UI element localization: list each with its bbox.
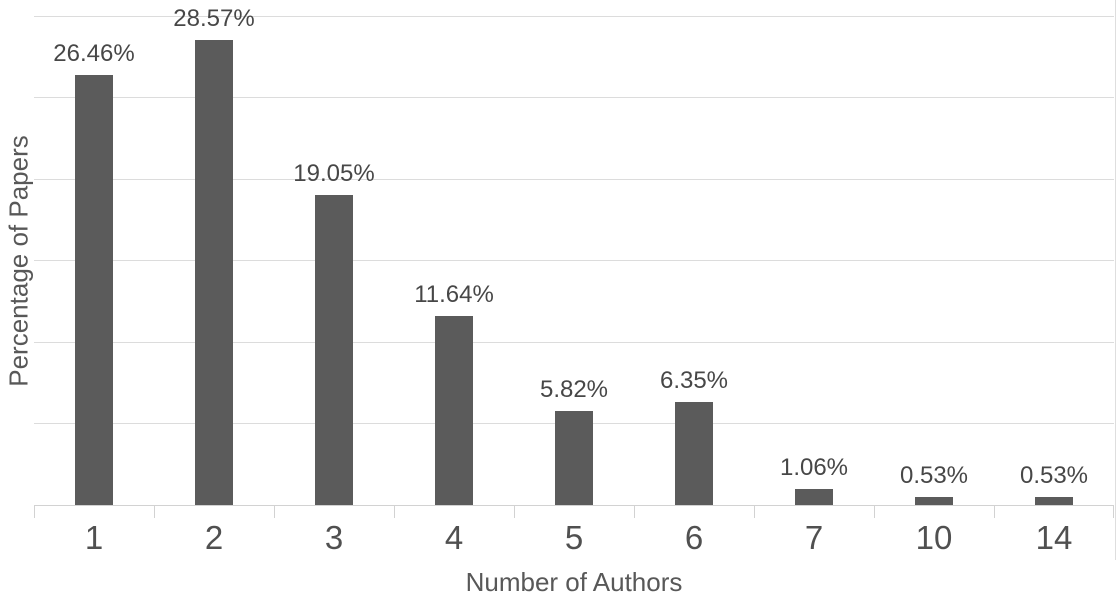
gridline: [34, 179, 1114, 180]
bar: [1035, 497, 1073, 506]
gridline: [34, 342, 1114, 343]
bar: [435, 316, 473, 506]
bar: [75, 75, 113, 506]
x-axis-tick: [1113, 506, 1114, 518]
x-tick-label: 5: [564, 519, 584, 556]
gridline: [34, 97, 1114, 98]
bar-value-label: 28.57%: [173, 5, 255, 32]
bar: [675, 402, 713, 506]
gridline: [34, 16, 1114, 17]
x-axis-line: [34, 505, 1114, 506]
y-axis-title: Percentage of Papers: [3, 135, 34, 387]
plot-area: 26.46% 28.57% 19.05% 11.64% 5.82% 6.35% 1.06% 0…: [34, 0, 1114, 518]
bar-value-label: 5.82%: [539, 376, 609, 403]
x-axis-tick: [514, 506, 515, 518]
x-axis-tick: [874, 506, 875, 518]
bar-value-label: 0.53%: [899, 462, 969, 489]
bar-value-label: 11.64%: [414, 281, 494, 308]
x-tick-label: 2: [204, 519, 224, 556]
x-tick-label: 6: [684, 519, 704, 556]
x-tick-label: 1: [84, 519, 104, 556]
x-axis-tick: [274, 506, 275, 518]
bar: [795, 489, 833, 506]
bar-value-label: 0.53%: [1019, 462, 1089, 489]
bar-value-label: 6.35%: [659, 367, 729, 394]
bar: [195, 40, 233, 506]
x-tick-label: 4: [444, 519, 464, 556]
x-tick-label: 10: [915, 519, 953, 556]
chart-right-border: [1115, 0, 1116, 560]
x-tick-label: 3: [324, 519, 344, 556]
x-tick-label: 7: [804, 519, 824, 556]
x-axis-tick: [634, 506, 635, 518]
x-axis-tick: [154, 506, 155, 518]
x-axis-tick: [34, 506, 35, 518]
bar: [555, 411, 593, 506]
bar-value-label: 26.46%: [53, 40, 135, 67]
bar-value-label: 1.06%: [779, 454, 849, 481]
bar-value-label: 19.05%: [293, 160, 375, 187]
x-axis-tick: [994, 506, 995, 518]
x-axis-title: Number of Authors: [465, 567, 683, 597]
x-tick-label: 14: [1035, 519, 1073, 556]
gridline: [34, 260, 1114, 261]
x-axis-tick: [754, 506, 755, 518]
x-axis-tick: [394, 506, 395, 518]
bar: [315, 195, 353, 506]
bar: [915, 497, 953, 506]
